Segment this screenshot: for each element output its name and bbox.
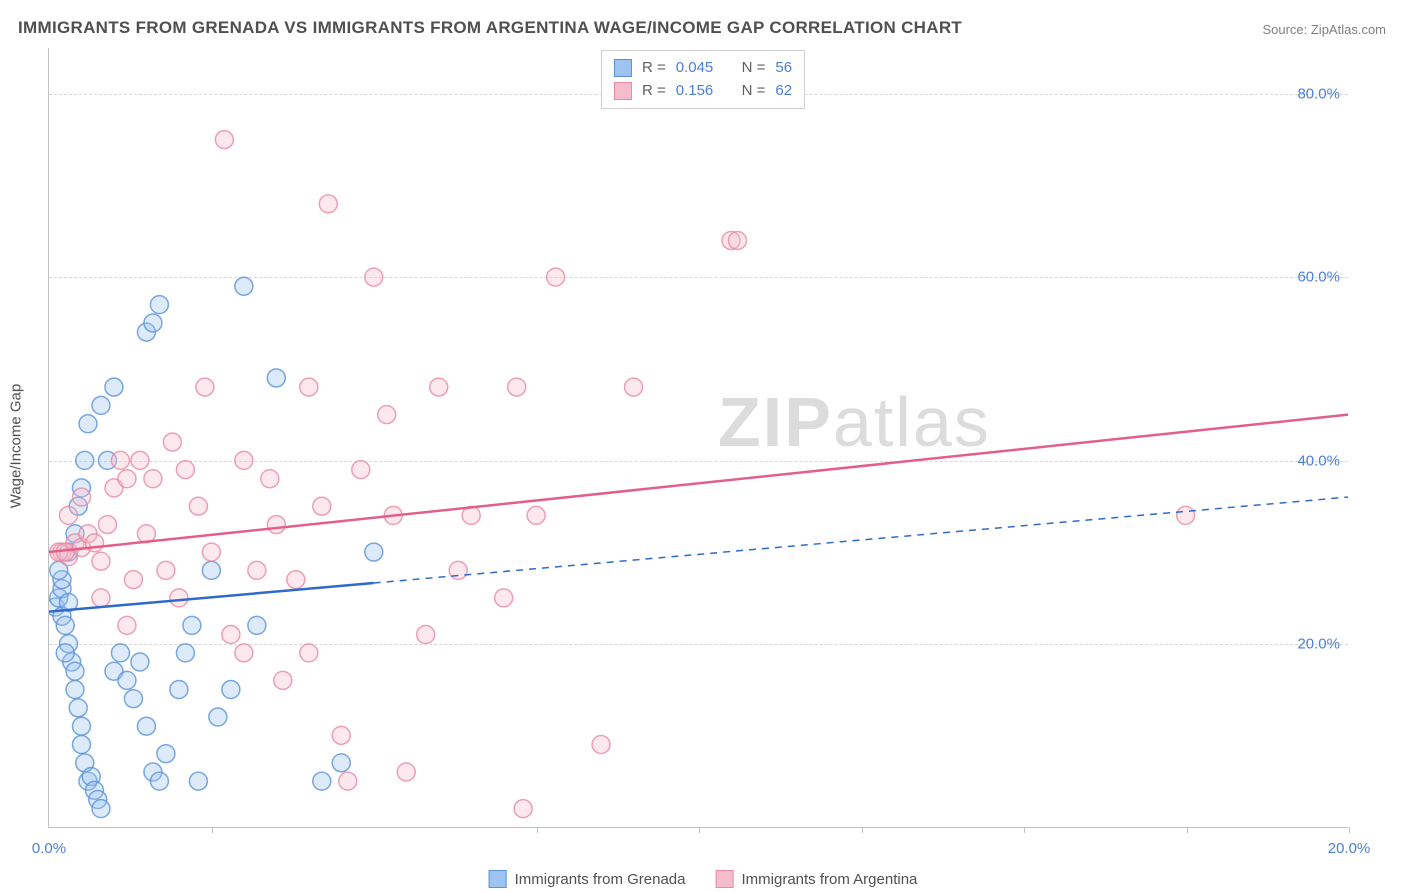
legend-correlation: R = 0.045 N = 56 R = 0.156 N = 62 [601, 50, 805, 109]
legend-row-grenada: R = 0.045 N = 56 [614, 57, 792, 80]
swatch-grenada-bottom [489, 870, 507, 888]
y-axis-title: Wage/Income Gap [8, 384, 25, 509]
scatter-svg [49, 48, 1348, 827]
plot-area: ZIPatlas 20.0%40.0%60.0%80.0%0.0%20.0% [48, 48, 1348, 828]
swatch-grenada [614, 59, 632, 77]
swatch-argentina [614, 82, 632, 100]
legend-item-argentina: Immigrants from Argentina [715, 870, 917, 888]
legend-series: Immigrants from Grenada Immigrants from … [489, 870, 918, 888]
chart-title: IMMIGRANTS FROM GRENADA VS IMMIGRANTS FR… [18, 18, 962, 38]
legend-item-grenada: Immigrants from Grenada [489, 870, 686, 888]
legend-row-argentina: R = 0.156 N = 62 [614, 80, 792, 103]
swatch-argentina-bottom [715, 870, 733, 888]
source-label: Source: ZipAtlas.com [1262, 22, 1386, 37]
